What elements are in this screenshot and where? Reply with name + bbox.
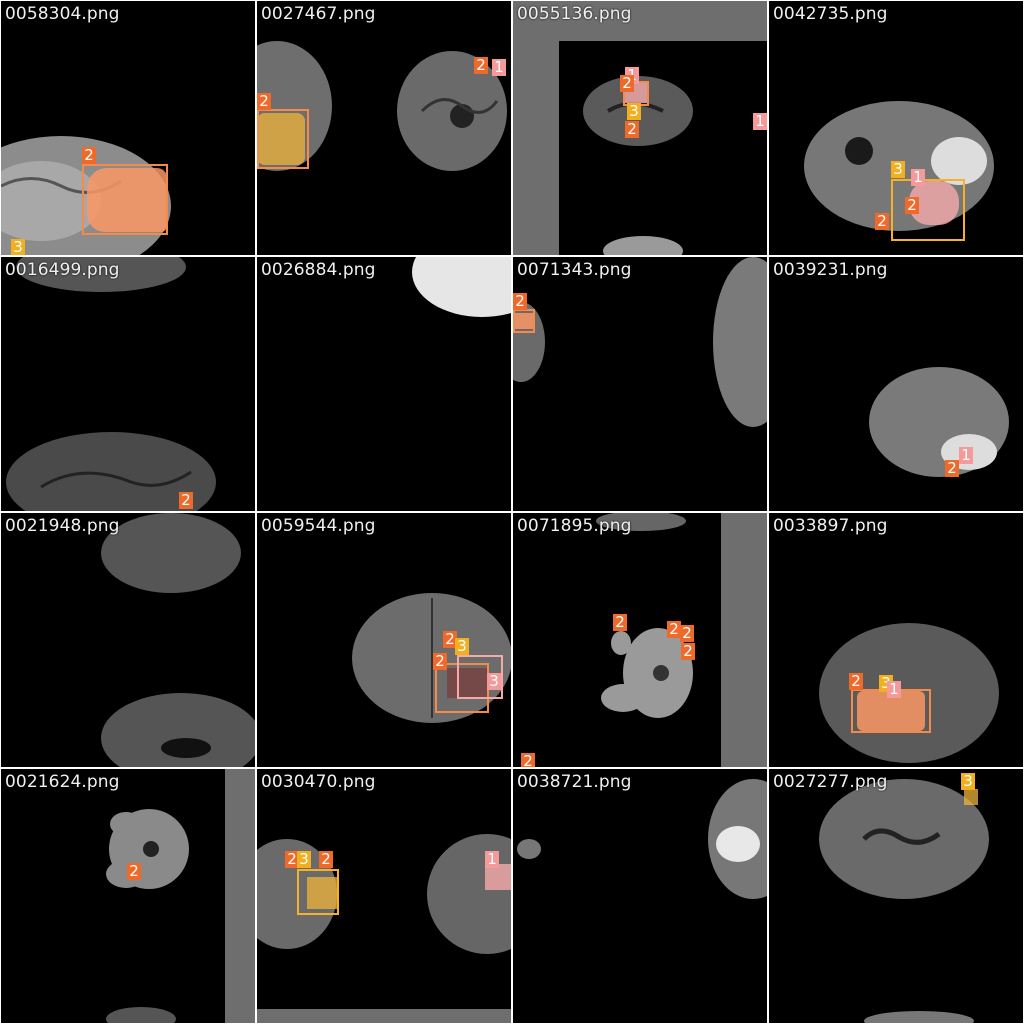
class-label: 3 xyxy=(627,103,641,120)
mri-scan xyxy=(819,779,989,1023)
image-filename: 0027277.png xyxy=(773,772,888,792)
tile-0030470: 2 3 2 1 0030470.png xyxy=(257,769,511,1023)
tile-0039231: 1 2 0039231.png xyxy=(769,257,1023,511)
image-filename: 0027467.png xyxy=(261,4,376,24)
class-label: 2 xyxy=(681,643,695,660)
mri-scan xyxy=(101,513,255,767)
mri-scan xyxy=(513,1,767,255)
tile-0021624: 2 0021624.png xyxy=(1,769,255,1023)
class-label: 2 xyxy=(625,121,639,138)
class-label: 3 xyxy=(961,773,975,790)
image-filename: 0071895.png xyxy=(517,516,632,536)
class-label: 1 xyxy=(959,447,973,464)
mri-scan xyxy=(596,513,767,767)
class-label: 2 xyxy=(875,213,889,230)
class-label: 2 xyxy=(849,673,863,690)
tile-0021948: 0021948.png xyxy=(1,513,255,767)
mri-scan xyxy=(517,779,767,899)
class-label: 2 xyxy=(680,625,694,642)
tile-0038721: 0038721.png xyxy=(513,769,767,1023)
tile-0033897: 2 3 1 0033897.png xyxy=(769,513,1023,767)
mri-scan xyxy=(352,593,511,723)
image-filename: 0058304.png xyxy=(5,4,120,24)
image-filename: 0021948.png xyxy=(5,516,120,536)
image-filename: 0039231.png xyxy=(773,260,888,280)
image-filename: 0042735.png xyxy=(773,4,888,24)
class-label: 2 xyxy=(285,851,299,868)
tile-0027277: 3 0027277.png xyxy=(769,769,1023,1023)
tile-0071895: 2 2 2 2 2 0071895.png xyxy=(513,513,767,767)
mri-scan xyxy=(513,257,767,427)
mri-scan xyxy=(257,834,511,1023)
tile-0042735: 3 1 2 2 0042735.png xyxy=(769,1,1023,255)
mri-scan xyxy=(869,367,1009,477)
mri-scan xyxy=(6,257,216,511)
tile-0071343: 2 0071343.png xyxy=(513,257,767,511)
class-label: 2 xyxy=(905,197,919,214)
class-label: 1 xyxy=(911,169,925,186)
class-label: 2 xyxy=(667,621,681,638)
mri-scan xyxy=(106,769,255,1023)
image-filename: 0016499.png xyxy=(5,260,120,280)
image-filename: 0071343.png xyxy=(517,260,632,280)
class-label: 2 xyxy=(82,147,96,164)
tile-0016499: 2 0016499.png xyxy=(1,257,255,511)
class-label: 2 xyxy=(613,614,627,631)
class-label: 3 xyxy=(11,239,25,255)
class-label: 2 xyxy=(443,631,457,648)
tile-0026884: 0026884.png xyxy=(257,257,511,511)
class-label: 2 xyxy=(945,460,959,477)
class-label: 2 xyxy=(319,851,333,868)
class-label: 2 xyxy=(257,93,271,110)
image-filename: 0059544.png xyxy=(261,516,376,536)
image-filename: 0026884.png xyxy=(261,260,376,280)
class-label: 2 xyxy=(521,753,535,767)
image-filename: 0030470.png xyxy=(261,772,376,792)
image-filename: 0021624.png xyxy=(5,772,120,792)
class-label: 3 xyxy=(487,673,501,690)
class-label: 1 xyxy=(753,113,767,130)
class-label: 2 xyxy=(620,75,634,92)
tile-0058304: 2 3 0058304.png xyxy=(1,1,255,255)
image-filename: 0055136.png xyxy=(517,4,632,24)
class-label: 2 xyxy=(433,653,447,670)
tile-0055136: 1 2 3 2 1 0055136.png xyxy=(513,1,767,255)
class-label: 2 xyxy=(513,293,527,310)
class-label: 3 xyxy=(891,161,905,178)
class-label: 2 xyxy=(127,863,141,880)
mri-scan xyxy=(412,257,511,317)
class-label: 1 xyxy=(887,681,901,698)
tile-0027467: 2 1 2 0027467.png xyxy=(257,1,511,255)
class-label: 3 xyxy=(455,638,469,655)
class-label: 2 xyxy=(179,492,193,509)
class-label: 2 xyxy=(474,57,488,74)
class-label: 3 xyxy=(297,851,311,868)
tile-0059544: 2 3 2 3 0059544.png xyxy=(257,513,511,767)
image-filename: 0038721.png xyxy=(517,772,632,792)
image-filename: 0033897.png xyxy=(773,516,888,536)
class-label: 1 xyxy=(485,851,499,868)
class-label: 1 xyxy=(492,59,506,76)
